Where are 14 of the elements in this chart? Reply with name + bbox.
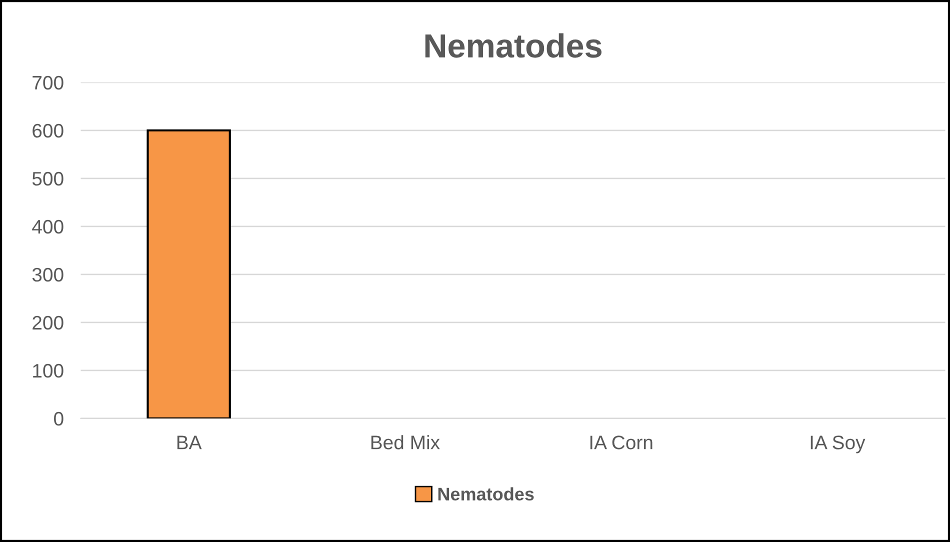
y-tick-label: 400 [32, 220, 64, 234]
x-tick-label: BA [177, 436, 202, 450]
x-tick-label: IA Soy [810, 436, 866, 454]
y-tick-label: 700 [32, 76, 64, 90]
x-tick-label: Bed Mix [371, 435, 440, 450]
y-tick-label: 300 [32, 268, 64, 282]
y-tick-label: 500 [32, 172, 64, 186]
y-tick-label: 200 [32, 316, 64, 330]
x-tick-label: IA Corn [590, 436, 652, 450]
y-tick-label: 0 [54, 412, 64, 426]
legend-label: Nematodes [438, 487, 534, 500]
y-tick-label: 600 [32, 124, 64, 138]
y-tick-label: 100 [33, 364, 64, 378]
chart-title: Nematodes [425, 33, 602, 58]
